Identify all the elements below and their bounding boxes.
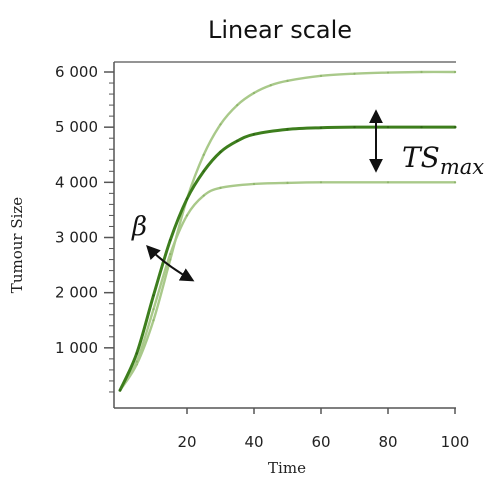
y-tick-label: 4 000 xyxy=(55,173,98,191)
ts-max-base: TS xyxy=(402,141,440,174)
series-point xyxy=(219,186,222,189)
series-point xyxy=(252,133,256,136)
series-point xyxy=(286,79,289,82)
series-point xyxy=(252,182,256,186)
x-tick-label: 100 xyxy=(441,433,470,451)
y-tick-label: 1 000 xyxy=(55,339,98,357)
series-point xyxy=(169,252,172,256)
series-point xyxy=(152,308,155,311)
series-point xyxy=(319,126,323,129)
beta-annotation: β xyxy=(131,212,147,242)
series-point xyxy=(453,181,457,184)
series-point xyxy=(202,170,205,173)
ts-max-annotation: TSmax xyxy=(402,141,484,179)
series-line-faint xyxy=(118,181,457,392)
y-axis-label: Tumour Size xyxy=(8,197,26,293)
series-point xyxy=(319,181,323,184)
series-point xyxy=(135,360,138,363)
series-point xyxy=(420,125,423,129)
y-tick-label: 5 000 xyxy=(55,118,98,136)
series-point xyxy=(236,104,239,107)
series-point xyxy=(353,72,356,75)
series-point xyxy=(202,153,205,156)
series-point xyxy=(219,150,222,154)
series-point xyxy=(135,352,138,355)
series-layer xyxy=(118,70,457,392)
series-point xyxy=(386,71,390,74)
series-point xyxy=(152,294,155,297)
series-point xyxy=(169,239,172,242)
x-tick-label: 80 xyxy=(378,433,397,451)
series-point xyxy=(252,91,256,95)
x-tick-label: 20 xyxy=(177,433,196,451)
series-point xyxy=(269,84,272,87)
ts-max-subscript: max xyxy=(440,155,484,179)
series-line-faint xyxy=(118,70,457,392)
series-point xyxy=(453,125,457,129)
x-tick-label: 40 xyxy=(244,433,263,451)
series-point xyxy=(453,70,457,74)
series-point xyxy=(319,74,323,77)
series-point xyxy=(386,181,390,184)
y-tick-label: 3 000 xyxy=(55,229,98,247)
series-point xyxy=(152,319,155,322)
series-point xyxy=(353,125,356,129)
beta-curved-arrow xyxy=(146,244,195,282)
chart-title: Linear scale xyxy=(208,16,352,44)
x-tick-label: 60 xyxy=(311,433,330,451)
series-point xyxy=(386,125,390,129)
series-point xyxy=(219,123,222,126)
x-ticks: 20 40 60 80 100 xyxy=(177,408,469,451)
y-major-ticks: 1 000 2 000 3 000 4 000 5 000 6 000 xyxy=(55,63,114,357)
y-tick-label: 6 000 xyxy=(55,63,98,81)
y-minor-ticks xyxy=(109,82,114,393)
series-point xyxy=(236,139,239,143)
series-point xyxy=(202,194,205,197)
y-tick-label: 2 000 xyxy=(55,284,98,302)
series-point xyxy=(420,70,423,74)
series-point xyxy=(286,181,289,184)
x-axis-label: Time xyxy=(268,459,306,477)
series-point xyxy=(118,389,122,392)
series-point xyxy=(185,214,189,217)
series-point xyxy=(286,128,289,131)
series-point xyxy=(185,197,189,201)
